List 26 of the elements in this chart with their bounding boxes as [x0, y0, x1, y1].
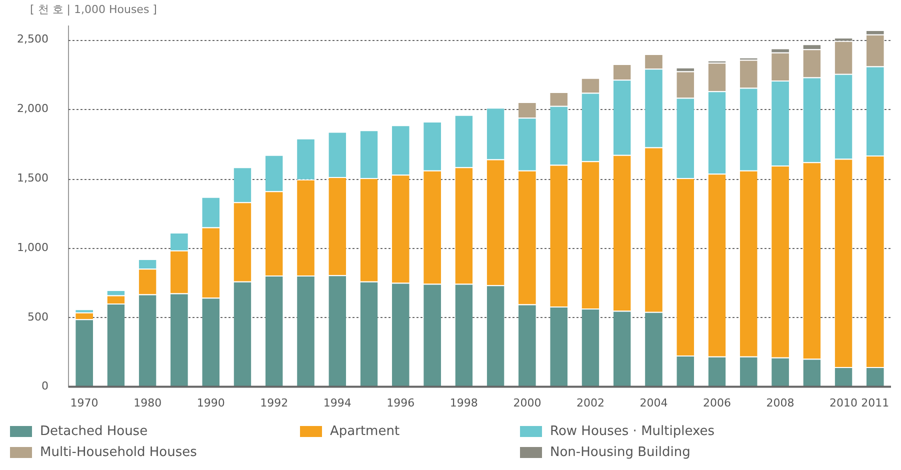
y-tick-label: 1,000: [16, 240, 48, 254]
y-axis-title: [ 천 호 | 1,000 Houses ]: [30, 2, 157, 17]
x-tick-label: 1992: [260, 396, 288, 410]
legend-label: Apartment: [330, 424, 400, 439]
x-tick-label: 1980: [134, 396, 162, 410]
x-tick-label: 2004: [640, 396, 668, 410]
legend-label: Non-Housing Building: [550, 445, 690, 460]
y-tick-label: 2,500: [16, 32, 48, 46]
x-tick-label: 2008: [766, 396, 794, 410]
y-tick-label: 2,000: [16, 102, 48, 116]
x-tick-label: 1996: [386, 396, 415, 410]
x-tick-label: 1990: [196, 396, 225, 410]
y-tick-label: 500: [27, 310, 48, 324]
legend-label: Multi-Household Houses: [40, 445, 197, 460]
x-tick-label: 2002: [576, 396, 604, 410]
y-tick-label: 0: [41, 380, 48, 393]
legend-label: Detached House: [40, 424, 148, 439]
x-tick-label: 1970: [70, 396, 98, 410]
legend-label: Row Houses · Multiplexes: [550, 424, 715, 439]
y-tick-label: 1,500: [16, 172, 48, 185]
x-tick-label: 2000: [513, 396, 542, 410]
x-tick-label: 2006: [703, 396, 732, 410]
x-tick-label: 2010: [830, 396, 858, 410]
x-tick-label: 1998: [450, 396, 478, 410]
x-tick-label: 2011: [861, 396, 890, 410]
x-tick-label: 1994: [323, 396, 352, 410]
